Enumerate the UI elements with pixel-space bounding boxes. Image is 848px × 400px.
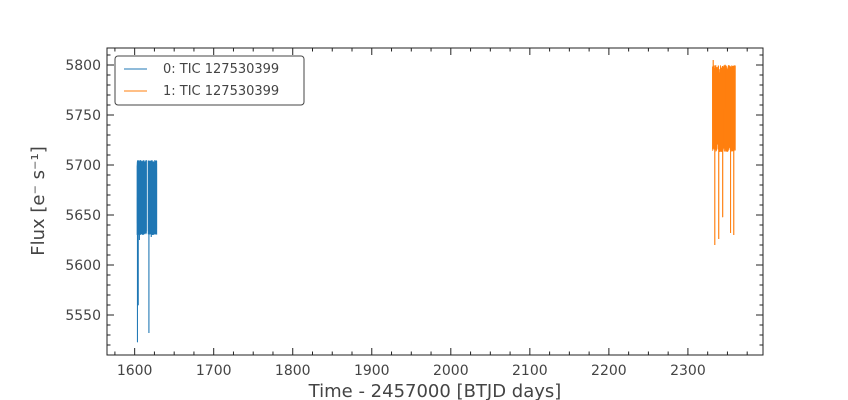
x-tick-label: 1700 [196, 363, 232, 379]
y-axis-label: Flux [e⁻ s⁻¹] [28, 146, 49, 256]
x-axis-label: Time - 2457000 [BTJD days] [308, 381, 562, 400]
y-tick-label: 5700 [65, 158, 101, 174]
x-tick-label: 1900 [354, 363, 390, 379]
x-tick-label: 1800 [275, 363, 311, 379]
series-0-segment-0 [136, 160, 147, 343]
legend: 0: TIC 127530399 1: TIC 127530399 [114, 55, 305, 106]
y-tick-label: 5550 [65, 308, 101, 324]
y-tick-label: 5800 [65, 58, 101, 74]
y-tick-label: 5650 [65, 208, 101, 224]
legend-entry-series-0: 0: TIC 127530399 [163, 62, 279, 77]
y-tick-label: 5750 [65, 108, 101, 124]
y-tick-label: 5600 [65, 258, 101, 274]
series-0-segment-1 [147, 160, 158, 334]
x-tick-label: 2000 [433, 363, 469, 379]
x-tick-label: 1600 [117, 363, 153, 379]
y-axis-ticks: 5550 5600 5650 5700 5750 5800 [65, 54, 763, 356]
x-tick-label: 2200 [591, 363, 627, 379]
series-1-segment-0 [712, 59, 736, 246]
series-0 [136, 160, 158, 343]
x-tick-label: 2300 [670, 363, 706, 379]
x-tick-label: 2100 [512, 363, 548, 379]
x-axis-ticks: 1600 1700 1800 1900 2000 2100 2200 2300 [114, 48, 748, 379]
series-layer [136, 59, 736, 343]
legend-box [114, 55, 305, 106]
plot-frame [106, 47, 764, 356]
legend-entry-series-1: 1: TIC 127530399 [163, 84, 279, 99]
series-1 [712, 59, 736, 246]
